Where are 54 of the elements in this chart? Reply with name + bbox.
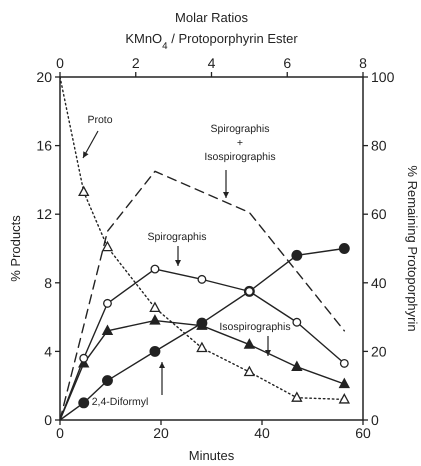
y2-axis-title: % Remaining Protoporphyrin: [405, 165, 420, 332]
x2-tick-label: 4: [208, 55, 216, 71]
point: [291, 250, 302, 261]
point: [150, 302, 160, 312]
x2-tick-label: 8: [359, 55, 368, 71]
point: [340, 358, 349, 368]
chart-title: Molar Ratios: [175, 10, 248, 25]
point: [149, 346, 160, 357]
text: Spirographis: [148, 231, 206, 243]
series-label: Isospirographis: [219, 321, 291, 333]
point: [196, 342, 208, 352]
x2-tick-label: 6: [283, 55, 292, 71]
point: [244, 366, 255, 376]
text: Spirographis + Isospirographis: [204, 123, 276, 163]
y2-tick-label: 20: [371, 343, 387, 360]
point: [102, 325, 113, 335]
point: [150, 264, 160, 274]
y2-tick-label: 100: [371, 69, 395, 85]
x-tick-label: 40: [254, 425, 270, 441]
series-label: 2,4-Diformyl: [92, 396, 148, 408]
y-tick-label: 4: [44, 343, 52, 360]
y-tick-label: 0: [44, 412, 52, 428]
y-tick-label: 16: [36, 138, 52, 154]
point: [102, 241, 113, 252]
y2-tick-label: 60: [371, 206, 387, 222]
point: [292, 392, 302, 402]
y2-tick-label: 80: [371, 138, 387, 154]
y-tick-label: 12: [36, 206, 52, 222]
point: [102, 375, 113, 386]
y2-tick-label: 0: [371, 412, 379, 428]
x-axis-title: Minutes: [188, 448, 235, 463]
point: [292, 318, 302, 327]
y2-tick-label: 40: [371, 274, 387, 291]
point: [150, 314, 160, 325]
y-axis-title: % Products: [8, 214, 23, 282]
point: [103, 298, 112, 308]
x-tick-label: 60: [355, 425, 371, 441]
point: [292, 361, 302, 371]
series-label: Proto: [87, 114, 113, 126]
y-tick-label: 8: [44, 274, 52, 291]
x-tick-label: 0: [56, 425, 64, 441]
x2-axis-title: KMnO$_{4}$ / Protoporphyrin Ester: [125, 31, 298, 52]
x2-tick-label: 2: [132, 55, 140, 71]
point: [339, 394, 350, 404]
point: [338, 243, 350, 254]
x2-tick-label: 0: [56, 55, 64, 71]
point: [78, 186, 89, 196]
point: [197, 274, 206, 284]
point: [79, 354, 88, 363]
x-tick-label: 20: [153, 425, 169, 441]
point: [78, 397, 90, 408]
y-tick-label: 20: [36, 69, 52, 85]
point: [244, 338, 255, 349]
point: [339, 378, 350, 388]
